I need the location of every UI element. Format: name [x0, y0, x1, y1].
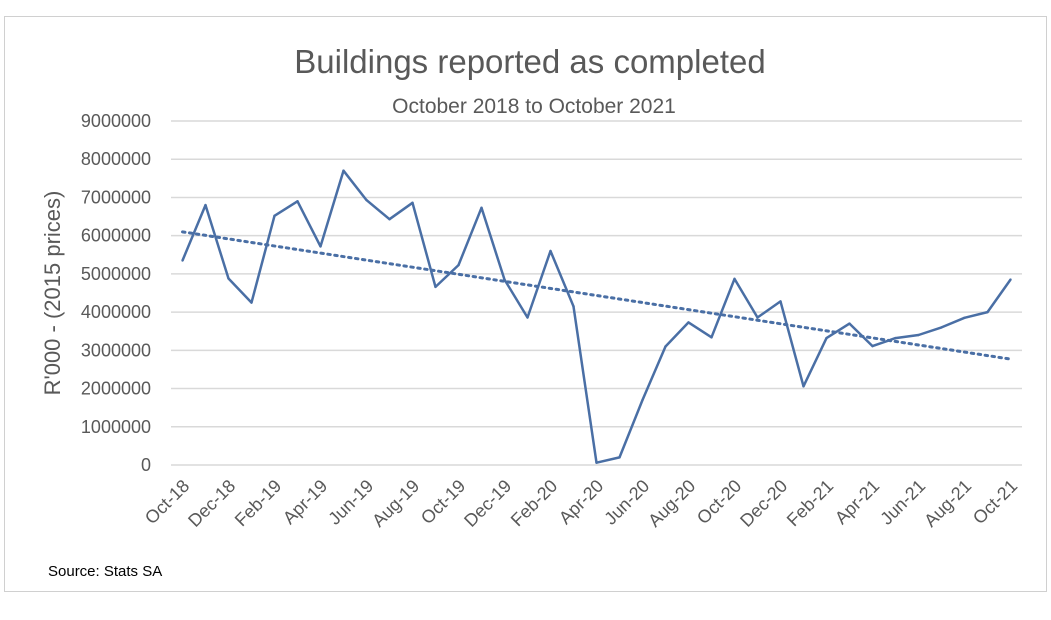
y-tick-label: 4000000 — [81, 302, 151, 322]
y-axis-label: R'000 - (2015 prices) — [40, 191, 65, 396]
data-point — [848, 322, 851, 325]
data-point — [204, 203, 207, 207]
trendline-layer — [181, 230, 1012, 361]
chart-subtitle: October 2018 to October 2021 — [392, 95, 676, 118]
y-tick-label: 0 — [141, 455, 151, 475]
trendline — [181, 230, 1012, 361]
data-point — [986, 310, 989, 314]
x-tick-label: Aug-20 — [644, 476, 699, 531]
x-tick-label: Oct-20 — [693, 476, 745, 528]
data-point — [480, 206, 483, 209]
data-point — [733, 277, 736, 281]
y-tick-label: 7000000 — [81, 187, 151, 207]
y-tick-label: 5000000 — [81, 264, 151, 284]
x-tick-label: Jun-21 — [876, 476, 929, 529]
data-point — [963, 316, 966, 320]
x-tick-label: Dec-18 — [184, 476, 239, 531]
y-tick-label: 9000000 — [81, 111, 151, 131]
x-tick-label: Oct-21 — [969, 476, 1021, 528]
data-point — [664, 345, 667, 348]
x-tick-label: Apr-21 — [831, 476, 883, 528]
data-point — [434, 285, 437, 289]
data-point — [595, 461, 598, 464]
series-line — [181, 169, 1012, 464]
data-point — [273, 214, 276, 217]
x-tick-label: Oct-19 — [417, 476, 469, 528]
chart-title: Buildings reported as completed — [294, 43, 765, 80]
data-point — [871, 344, 874, 348]
x-axis-ticks: Oct-18Dec-18Feb-19Apr-19Jun-19Aug-19Oct-… — [141, 476, 1021, 531]
x-tick-label: Aug-21 — [920, 476, 975, 531]
data-point — [526, 316, 529, 319]
data-point — [296, 200, 299, 203]
data-point — [250, 301, 253, 304]
data-point — [894, 336, 897, 340]
x-tick-label: Dec-20 — [736, 476, 791, 531]
data-point — [756, 316, 759, 319]
source-note: Source: Stats SA — [48, 563, 162, 580]
data-point — [618, 456, 621, 459]
y-tick-label: 6000000 — [81, 226, 151, 246]
data-point — [779, 300, 782, 303]
data-point — [641, 398, 644, 402]
data-point — [940, 326, 943, 329]
data-point — [710, 336, 713, 339]
x-tick-label: Feb-20 — [507, 476, 561, 530]
data-point — [227, 277, 230, 280]
x-tick-label: Apr-20 — [555, 476, 607, 528]
x-tick-label: Jun-20 — [600, 476, 653, 529]
x-tick-label: Oct-18 — [141, 476, 193, 528]
chart-frame — [4, 16, 1047, 592]
data-point — [457, 263, 460, 267]
data-point — [1009, 278, 1012, 281]
data-point — [825, 336, 828, 340]
gridlines — [171, 120, 1022, 466]
x-tick-label: Apr-19 — [279, 476, 331, 528]
data-point — [802, 385, 805, 388]
y-axis-ticks: 0 1000000 2000000 3000000 4000000 5000000 6000… — [81, 111, 151, 475]
y-tick-label: 2000000 — [81, 379, 151, 399]
data-point — [687, 321, 690, 324]
data-point — [388, 218, 391, 221]
data-point — [917, 333, 920, 337]
data-point — [549, 249, 552, 253]
data-point — [181, 259, 184, 262]
x-tick-label: Dec-19 — [460, 476, 515, 531]
x-tick-label: Aug-19 — [368, 476, 423, 531]
x-tick-label: Feb-19 — [231, 476, 285, 530]
y-tick-label: 3000000 — [81, 340, 151, 360]
data-point — [572, 305, 575, 308]
y-tick-label: 1000000 — [81, 417, 151, 437]
y-tick-label: 8000000 — [81, 149, 151, 169]
data-point — [319, 245, 322, 248]
x-tick-label: Feb-21 — [783, 476, 837, 530]
series-layer — [181, 169, 1012, 464]
x-tick-label: Jun-19 — [324, 476, 377, 529]
data-point — [411, 201, 414, 204]
data-point — [342, 169, 345, 172]
data-point — [365, 198, 368, 202]
